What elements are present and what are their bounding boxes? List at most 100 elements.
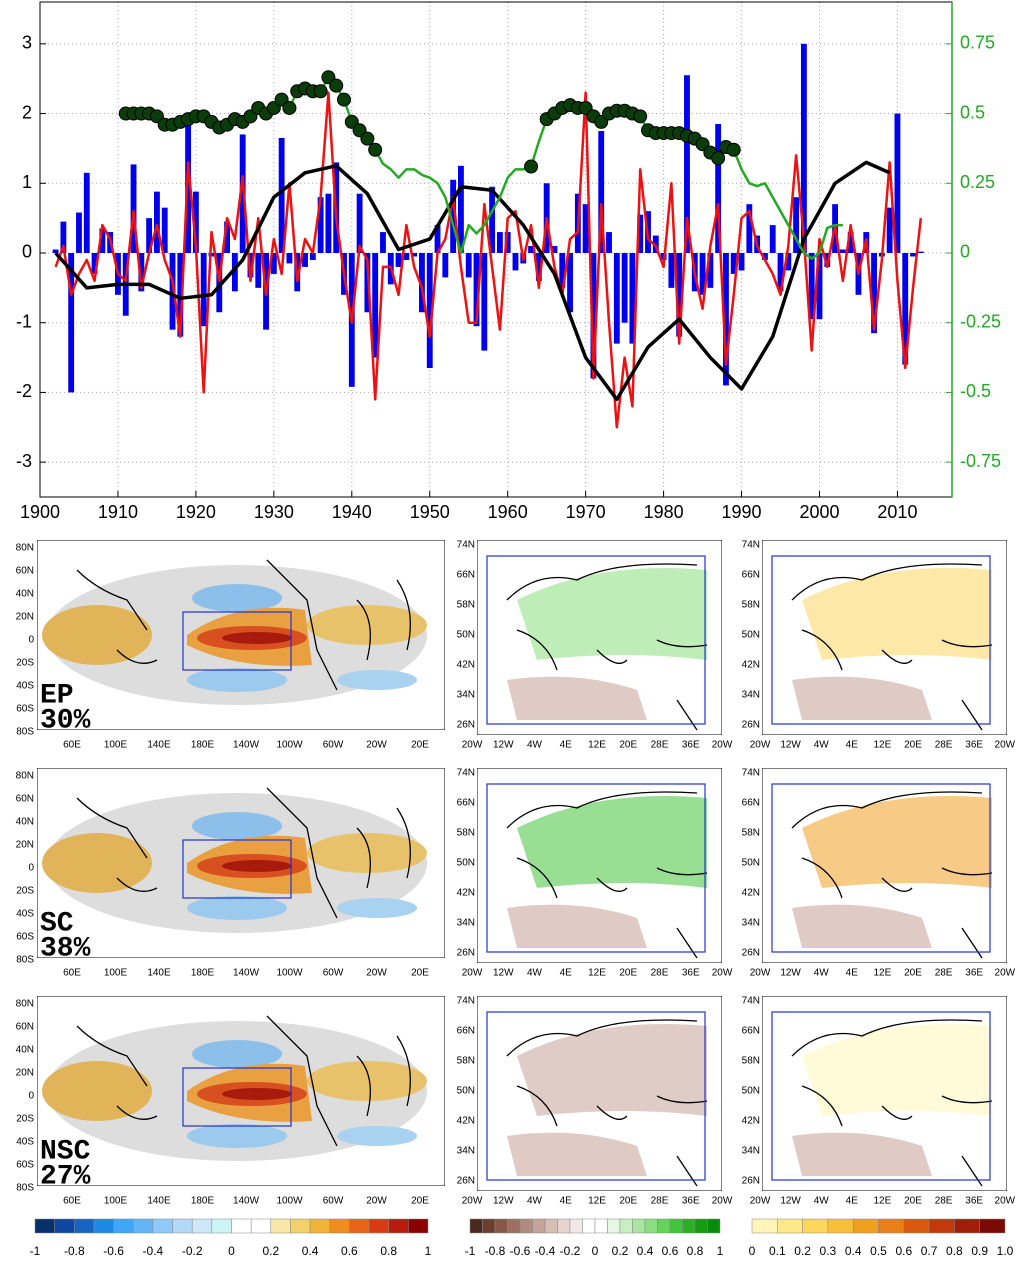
lat-label: 66N (742, 1026, 760, 1037)
marker (726, 142, 741, 157)
colorbar-box (619, 1218, 633, 1234)
lat-label: 20S (16, 1114, 34, 1125)
lat-label: 66N (457, 570, 475, 581)
lat-label: 50N (457, 1086, 475, 1097)
lon-label: 100W (276, 740, 303, 751)
bar (762, 252, 768, 260)
lon-label: 20E (411, 1196, 429, 1207)
colorbar-label: -0.4 (143, 1244, 164, 1258)
bar (715, 124, 722, 253)
lon-label: 20W (366, 740, 387, 751)
bar (676, 252, 683, 337)
lat-label: 20S (16, 658, 34, 669)
plot-frame (39, 1, 953, 498)
lat-label: 74N (457, 996, 475, 1007)
lon-label: 12E (874, 968, 892, 979)
bar (613, 252, 620, 344)
bar (403, 252, 410, 260)
lon-label: 28E (651, 1196, 669, 1207)
x-tick-label: 2000 (799, 502, 839, 522)
colorbar-label: 0.6 (662, 1244, 679, 1258)
lon-label: 140E (147, 1196, 171, 1207)
bar (169, 252, 176, 330)
x-tick-label: 1950 (410, 502, 450, 522)
bar (91, 252, 98, 274)
lat-label: 58N (457, 600, 475, 611)
x-tick-label: 2010 (877, 502, 917, 522)
lat-label: 74N (742, 996, 760, 1007)
lon-label: 180E (191, 1196, 215, 1207)
lat-label: 34N (742, 690, 760, 701)
colorbar-box (54, 1218, 75, 1234)
y-tick-label: -3 (16, 451, 32, 471)
x-tick-label: 1940 (332, 502, 372, 522)
colorbar-label: -0.8 (485, 1244, 506, 1258)
colorbar-box (928, 1218, 955, 1234)
lon-label: 20W (750, 968, 771, 979)
lon-label: 4W (527, 968, 543, 979)
lon-label: 180E (191, 968, 215, 979)
y-tick-label: 3 (22, 33, 32, 53)
colorbar-label: 0.6 (895, 1244, 912, 1258)
lon-label: 28E (651, 740, 669, 751)
marker (368, 142, 383, 157)
lon-label: 12W (493, 740, 514, 751)
bar (60, 221, 67, 253)
colorbar-label: 0.2 (262, 1244, 279, 1258)
x-tick-label: 1900 (20, 502, 60, 522)
x-tick-label: 1910 (98, 502, 138, 522)
colorbar-box (191, 1218, 213, 1234)
lat-label: 40S (16, 681, 34, 692)
lat-label: 66N (742, 798, 760, 809)
y-tick-label: 2 (22, 102, 32, 122)
lon-label: 4W (527, 740, 543, 751)
bar (356, 193, 363, 253)
bar (395, 252, 402, 267)
lon-label: 180E (191, 740, 215, 751)
colorbar-box (349, 1218, 370, 1234)
lon-label: 140W (233, 968, 260, 979)
bar (496, 232, 503, 253)
lat-label: 26N (457, 720, 475, 731)
bar (699, 252, 706, 295)
bar (738, 252, 745, 271)
lon-label: 20W (712, 1196, 733, 1207)
colorbar-label: 1 (717, 1244, 724, 1258)
y-tick-label: -1 (16, 311, 32, 331)
lon-label: 140E (147, 740, 171, 751)
x-tick-label: 1960 (488, 502, 528, 522)
lat-label: 26N (457, 948, 475, 959)
bar (146, 218, 153, 253)
bar (769, 225, 776, 253)
lon-label: 36E (965, 1196, 983, 1207)
lat-label: 74N (742, 540, 760, 551)
lat-label: 58N (742, 600, 760, 611)
colorbar-box (777, 1218, 803, 1234)
lat-label: 34N (457, 690, 475, 701)
lat-label: 20S (16, 886, 34, 897)
lon-label: 12W (780, 740, 801, 751)
bar (426, 252, 433, 369)
colorbar-label: 0.8 (380, 1244, 397, 1258)
bar (886, 207, 893, 253)
bar (637, 214, 644, 253)
lon-label: 60E (63, 740, 81, 751)
panel-percent: 30% (40, 705, 91, 736)
lat-label: 60N (16, 566, 34, 577)
colorbar-box (657, 1218, 671, 1234)
colorbar-box (519, 1218, 533, 1234)
lat-label: 40S (16, 1137, 34, 1148)
colorbar-box (211, 1218, 232, 1234)
top-chart: 1900 1910 1920 1930 1940 1950 1960 1970 1980 1990… (16, 1, 1001, 522)
lon-label: 60W (323, 1196, 344, 1207)
x-tick-label: 1920 (176, 502, 216, 522)
x-tick-label: 1970 (566, 502, 606, 522)
lon-label: 12E (588, 740, 606, 751)
bar (278, 137, 285, 253)
lon-label: 28E (935, 1196, 953, 1207)
colorbar-box (290, 1218, 311, 1234)
lon-label: 36E (682, 1196, 700, 1207)
bar (785, 252, 792, 271)
lon-label: 12W (493, 1196, 514, 1207)
colorbar-label: 1.0 (997, 1244, 1014, 1258)
